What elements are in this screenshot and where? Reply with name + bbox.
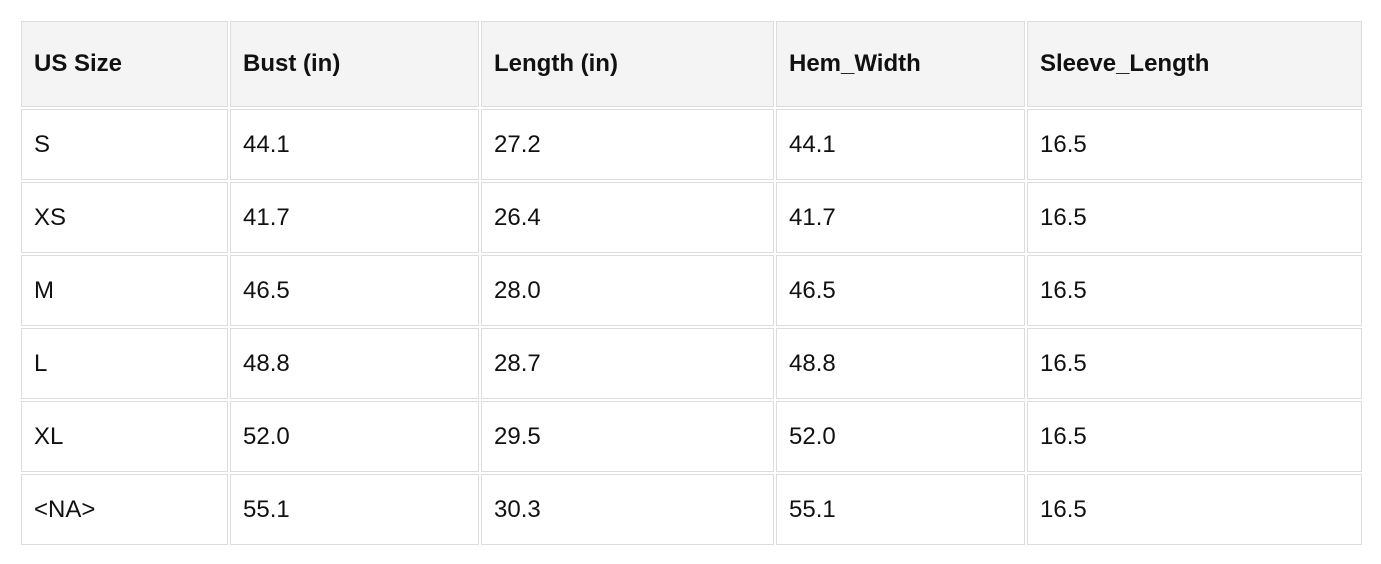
cell-length: 26.4	[481, 182, 774, 253]
header-row: US Size Bust (in) Length (in) Hem_Width …	[21, 21, 1362, 107]
cell-us-size: <NA>	[21, 474, 228, 545]
cell-us-size: L	[21, 328, 228, 399]
cell-sleeve-length: 16.5	[1027, 109, 1362, 180]
cell-sleeve-length: 16.5	[1027, 328, 1362, 399]
cell-length: 28.0	[481, 255, 774, 326]
cell-length: 29.5	[481, 401, 774, 472]
cell-bust: 55.1	[230, 474, 479, 545]
cell-us-size: XL	[21, 401, 228, 472]
table-row: M 46.5 28.0 46.5 16.5	[21, 255, 1362, 326]
cell-hem-width: 48.8	[776, 328, 1025, 399]
table-row: L 48.8 28.7 48.8 16.5	[21, 328, 1362, 399]
cell-sleeve-length: 16.5	[1027, 401, 1362, 472]
cell-hem-width: 41.7	[776, 182, 1025, 253]
cell-us-size: S	[21, 109, 228, 180]
cell-bust: 44.1	[230, 109, 479, 180]
cell-hem-width: 46.5	[776, 255, 1025, 326]
table-row: XS 41.7 26.4 41.7 16.5	[21, 182, 1362, 253]
table-row: S 44.1 27.2 44.1 16.5	[21, 109, 1362, 180]
cell-bust: 48.8	[230, 328, 479, 399]
cell-bust: 41.7	[230, 182, 479, 253]
cell-hem-width: 44.1	[776, 109, 1025, 180]
header-us-size: US Size	[21, 21, 228, 107]
cell-hem-width: 52.0	[776, 401, 1025, 472]
header-bust: Bust (in)	[230, 21, 479, 107]
cell-length: 27.2	[481, 109, 774, 180]
cell-bust: 52.0	[230, 401, 479, 472]
cell-us-size: XS	[21, 182, 228, 253]
header-hem-width: Hem_Width	[776, 21, 1025, 107]
cell-length: 28.7	[481, 328, 774, 399]
cell-sleeve-length: 16.5	[1027, 255, 1362, 326]
cell-length: 30.3	[481, 474, 774, 545]
header-length: Length (in)	[481, 21, 774, 107]
size-chart-table: US Size Bust (in) Length (in) Hem_Width …	[19, 19, 1364, 547]
header-sleeve-length: Sleeve_Length	[1027, 21, 1362, 107]
cell-bust: 46.5	[230, 255, 479, 326]
table-row: <NA> 55.1 30.3 55.1 16.5	[21, 474, 1362, 545]
cell-sleeve-length: 16.5	[1027, 474, 1362, 545]
cell-sleeve-length: 16.5	[1027, 182, 1362, 253]
table-row: XL 52.0 29.5 52.0 16.5	[21, 401, 1362, 472]
cell-hem-width: 55.1	[776, 474, 1025, 545]
cell-us-size: M	[21, 255, 228, 326]
